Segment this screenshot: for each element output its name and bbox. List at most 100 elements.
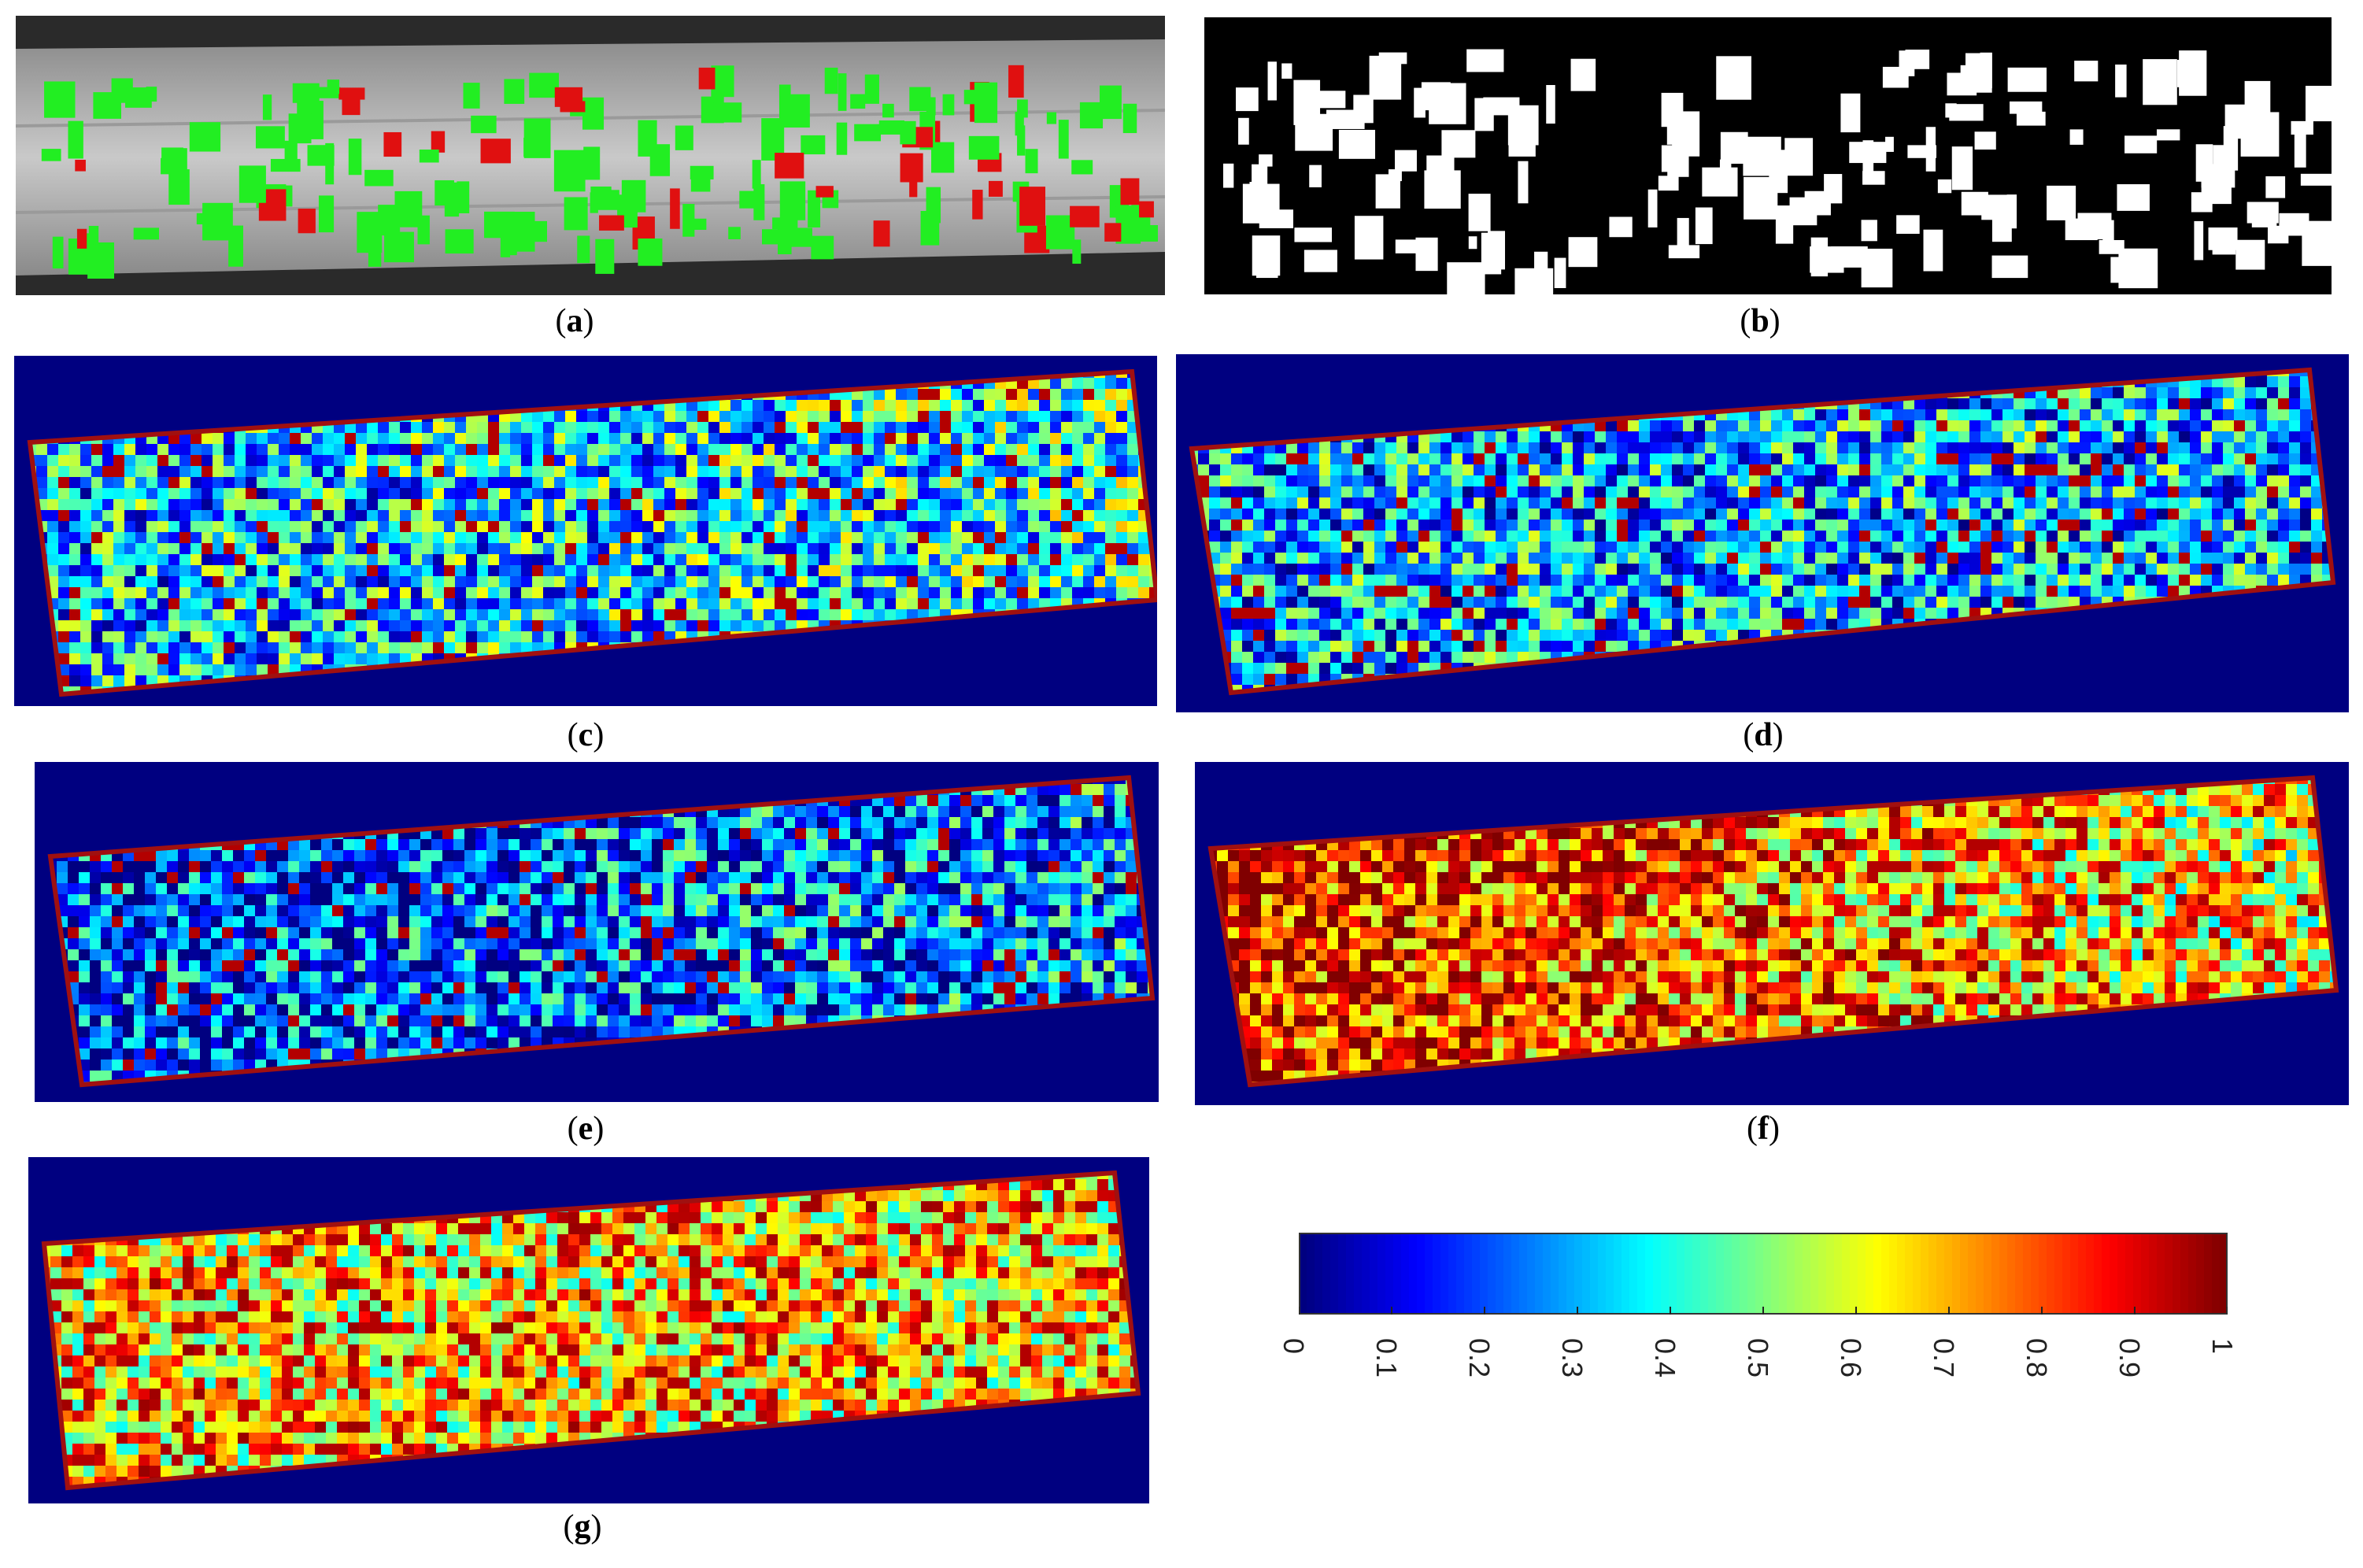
heatmap-cell bbox=[1705, 420, 1716, 431]
heatmap-cell bbox=[455, 609, 466, 620]
heatmap-cell bbox=[455, 576, 466, 587]
heatmap-cell bbox=[1286, 486, 1297, 497]
heatmap-cell bbox=[157, 620, 168, 631]
heatmap-cell bbox=[775, 587, 786, 598]
heatmap-cell bbox=[885, 499, 896, 510]
heatmap-cell bbox=[1925, 453, 1936, 464]
overlay-green-patch bbox=[504, 79, 525, 104]
heatmap-cell bbox=[730, 598, 741, 609]
heatmap-cell bbox=[1116, 543, 1127, 554]
heatmap-cell bbox=[686, 543, 697, 554]
heatmap-cell bbox=[1039, 444, 1050, 455]
heatmap-cell bbox=[984, 455, 995, 466]
mask-region bbox=[1259, 154, 1273, 167]
heatmap-cell bbox=[984, 499, 995, 510]
heatmap-cell bbox=[499, 477, 510, 488]
heatmap-cell bbox=[102, 587, 113, 598]
mask-region bbox=[1885, 136, 1894, 152]
heatmap-cell bbox=[587, 532, 598, 543]
heatmap-cell bbox=[830, 587, 841, 598]
heatmap-cell bbox=[257, 444, 268, 455]
heatmap-cell bbox=[213, 466, 224, 477]
heatmap-cell bbox=[1050, 433, 1061, 444]
heatmap-cell bbox=[697, 510, 708, 521]
heatmap-cell bbox=[521, 411, 532, 422]
heatmap-cell bbox=[819, 444, 830, 455]
mask-region bbox=[2047, 185, 2076, 220]
heatmap-cell bbox=[69, 510, 80, 521]
heatmap-cell bbox=[951, 499, 962, 510]
heatmap-cell bbox=[565, 576, 576, 587]
heatmap-cell bbox=[1672, 420, 1683, 431]
heatmap-cell bbox=[58, 543, 69, 554]
heatmap-cell bbox=[1220, 486, 1231, 497]
heatmap-cell bbox=[124, 642, 135, 653]
heatmap-cell bbox=[620, 598, 631, 609]
heatmap-cell bbox=[466, 543, 477, 554]
heatmap-cell bbox=[609, 422, 620, 433]
heatmap-cell bbox=[2113, 453, 2124, 464]
heatmap-cell bbox=[1105, 565, 1116, 576]
panel-b-canvas bbox=[1204, 17, 2332, 294]
heatmap-cell bbox=[907, 455, 918, 466]
heatmap-cell bbox=[885, 411, 896, 422]
heatmap-cell bbox=[135, 499, 146, 510]
heatmap-cell bbox=[2058, 420, 2069, 431]
heatmap-cell bbox=[1584, 442, 1595, 453]
heatmap-cell bbox=[2146, 387, 2157, 398]
heatmap-cell bbox=[1127, 565, 1138, 576]
heatmap-cell bbox=[841, 521, 852, 532]
heatmap-cell bbox=[1341, 475, 1352, 486]
overlay-green-patch bbox=[384, 231, 414, 263]
heatmap-cell bbox=[102, 543, 113, 554]
heatmap-cell bbox=[69, 653, 80, 664]
heatmap-cell bbox=[378, 422, 389, 433]
heatmap-cell bbox=[730, 565, 741, 576]
overlay-red-patch bbox=[1139, 201, 1154, 218]
heatmap-cell bbox=[1006, 565, 1017, 576]
heatmap-cell bbox=[290, 620, 301, 631]
heatmap-cell bbox=[488, 532, 499, 543]
heatmap-cell bbox=[962, 488, 973, 499]
heatmap-cell bbox=[753, 521, 764, 532]
heatmap-cell bbox=[995, 587, 1006, 598]
heatmap-cell bbox=[554, 510, 565, 521]
heatmap-cell bbox=[940, 532, 951, 543]
heatmap-cell bbox=[69, 631, 80, 642]
heatmap-cell bbox=[554, 631, 565, 642]
heatmap-cell bbox=[1606, 486, 1617, 497]
heatmap-cell bbox=[367, 521, 378, 532]
heatmap-cell bbox=[808, 455, 819, 466]
overlay-green-patch bbox=[417, 215, 430, 245]
heatmap-cell bbox=[1738, 442, 1749, 453]
heatmap-cell bbox=[1628, 431, 1639, 442]
heatmap-cell bbox=[1936, 464, 1947, 475]
heatmap-cell bbox=[1050, 400, 1061, 411]
heatmap-cell bbox=[2179, 475, 2190, 486]
heatmap-cell bbox=[1848, 409, 1859, 420]
heatmap-cell bbox=[1039, 389, 1050, 400]
heatmap-cell bbox=[2146, 475, 2157, 486]
heatmap-cell bbox=[2047, 464, 2058, 475]
heatmap-cell bbox=[1105, 378, 1116, 389]
heatmap-cell bbox=[488, 598, 499, 609]
heatmap-cell bbox=[940, 499, 951, 510]
heatmap-cell bbox=[719, 532, 730, 543]
heatmap-cell bbox=[2267, 453, 2278, 464]
heatmap-cell bbox=[741, 466, 753, 477]
heatmap-cell bbox=[642, 543, 653, 554]
heatmap-cell bbox=[47, 455, 58, 466]
heatmap-cell bbox=[1562, 442, 1573, 453]
heatmap-cell bbox=[257, 642, 268, 653]
heatmap-cell bbox=[36, 466, 47, 477]
heatmap-cell bbox=[1661, 420, 1672, 431]
heatmap-cell bbox=[301, 510, 312, 521]
heatmap-cell bbox=[532, 631, 543, 642]
heatmap-cell bbox=[697, 543, 708, 554]
heatmap-cell bbox=[345, 543, 356, 554]
heatmap-cell bbox=[2289, 387, 2300, 398]
heatmap-cell bbox=[301, 565, 312, 576]
heatmap-cell bbox=[146, 642, 157, 653]
heatmap-cell bbox=[2245, 442, 2256, 453]
overlay-green-patch bbox=[553, 150, 586, 192]
